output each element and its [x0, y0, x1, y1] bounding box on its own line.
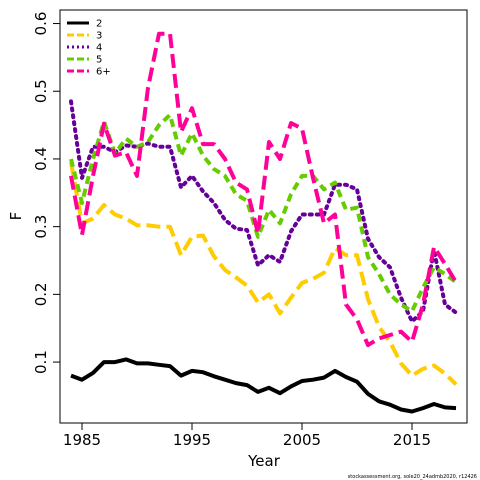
legend-label: 4	[96, 43, 102, 54]
plot-frame	[59, 9, 468, 424]
series-line-3	[69, 161, 458, 386]
legend-label: 6+	[96, 67, 111, 78]
x-tick-label: 1995	[173, 431, 211, 449]
x-tick-label: 2015	[393, 431, 431, 449]
series-line-2	[70, 357, 457, 414]
legend-label: 5	[96, 55, 102, 66]
y-tick-label: 0.6	[32, 12, 50, 36]
y-tick-label: 0.3	[32, 215, 50, 239]
legend-label: 2	[96, 19, 102, 30]
y-axis-label: F	[7, 212, 25, 221]
x-tick-label: 2005	[283, 431, 321, 449]
credit-note: stockassessment.org, sole20_24admb2020, …	[348, 474, 477, 480]
y-tick-label: 0.1	[32, 350, 50, 374]
legend-label: 3	[96, 31, 102, 42]
x-tick-label: 1985	[63, 431, 101, 449]
series-layer	[69, 31, 458, 414]
series-line-4	[69, 99, 458, 324]
series-line-6+	[69, 31, 458, 348]
y-tick-label: 0.5	[32, 79, 50, 103]
x-axis-label: Year	[247, 452, 281, 470]
y-axis: 0.1 0.2 0.3 0.4 0.5 0.6	[32, 12, 60, 374]
x-axis: 1985 1995 2005 2015	[63, 423, 431, 449]
y-tick-label: 0.2	[32, 282, 50, 306]
y-tick-label: 0.4	[32, 147, 50, 171]
